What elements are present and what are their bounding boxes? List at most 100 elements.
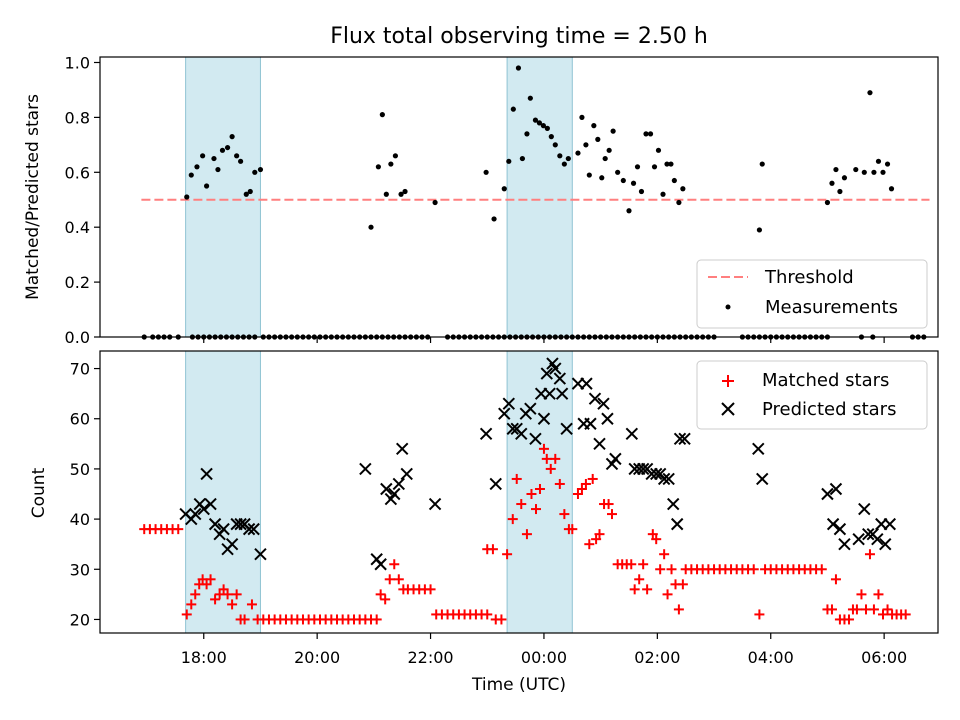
matched-point: [173, 524, 184, 535]
predicted-point: [862, 527, 875, 541]
predicted-point: [498, 407, 511, 420]
predicted-point: [189, 507, 202, 521]
measurement-point: [184, 194, 190, 200]
top-ytick-label: 0.8: [65, 108, 90, 127]
measurement-point: [615, 169, 621, 175]
matched-legend-label: Matched stars: [762, 370, 889, 391]
measurement-point: [510, 106, 516, 112]
measurement-point: [519, 155, 526, 162]
top-y-axis-label: Matched/Predicted stars: [23, 94, 43, 300]
xtick-label: 04:00: [748, 648, 794, 667]
measurement-point: [861, 169, 867, 175]
measurement-point: [383, 191, 389, 197]
matched-point: [380, 594, 391, 605]
measurement-point: [575, 150, 581, 156]
matched-point: [246, 599, 257, 610]
matched-point: [868, 604, 879, 615]
measurement-point: [875, 158, 882, 164]
matched-point: [651, 534, 662, 545]
predicted-point: [752, 442, 765, 456]
predicted-point: [543, 387, 556, 400]
measurement-point: [375, 164, 381, 170]
bottom-plot-frame: [99, 350, 939, 634]
measurement-point: [638, 188, 645, 195]
predicted-point: [756, 472, 769, 486]
matched-point: [205, 574, 216, 585]
matched-point: [647, 529, 658, 540]
bottom-x-ticks: 18:00 20:00 22:00 00:00 02:00 04:00 06:00: [181, 633, 907, 667]
predicted-point: [428, 497, 442, 511]
matched-point: [629, 584, 640, 595]
matched-point: [389, 559, 400, 570]
top-ytick-label: 1.0: [65, 53, 90, 72]
predicted-point: [537, 412, 551, 425]
matched-point: [511, 473, 522, 484]
predicted-point: [657, 472, 671, 486]
predicted-point: [852, 532, 865, 546]
predicted-point: [560, 422, 573, 435]
measurement-point: [532, 117, 539, 123]
measurement-point: [398, 191, 404, 197]
predicted-point: [400, 467, 413, 481]
bottom-ytick-label: 70: [70, 360, 90, 379]
measurement-point: [620, 177, 626, 184]
measurement-point: [368, 224, 374, 230]
measurement-point: [833, 166, 839, 173]
bottom-ytick-label: 20: [70, 610, 90, 629]
bottom-ytick-label: 60: [70, 410, 90, 429]
matched-point: [659, 549, 670, 560]
measurement-point: [219, 147, 226, 153]
predicted-point: [359, 462, 372, 476]
matched-stars-series: [139, 443, 911, 625]
measurement-point: [668, 161, 674, 167]
measurement-point: [867, 90, 873, 96]
chart-title: Flux total observing time = 2.50 h: [330, 24, 708, 49]
measurement-point: [483, 169, 489, 175]
measurement-point: [884, 161, 891, 167]
measurement-point: [626, 208, 632, 214]
top-ytick-label: 0.2: [65, 273, 90, 292]
measurement-point: [565, 155, 571, 162]
matched-point: [239, 614, 250, 625]
xtick-label: 06:00: [861, 648, 907, 667]
measurement-point: [557, 153, 563, 159]
predicted-point: [609, 452, 622, 466]
matched-point: [375, 589, 386, 600]
predicted-point: [650, 467, 663, 481]
measurement-point: [194, 164, 200, 170]
measurement-point: [634, 164, 641, 170]
predicted-point: [625, 427, 639, 441]
matched-point: [748, 564, 759, 575]
predicted-point: [489, 477, 502, 491]
measurements-legend-swatch: [725, 304, 731, 310]
measurement-point: [586, 172, 592, 178]
predicted-point: [601, 412, 614, 425]
matched-point: [425, 584, 436, 595]
matched-point: [856, 589, 867, 600]
predicted-point: [197, 502, 210, 516]
measurement-point: [527, 95, 533, 101]
measurement-point: [671, 177, 677, 184]
observing-windows-top: [185, 56, 573, 338]
predicted-point: [254, 548, 267, 561]
measurement-point: [544, 125, 550, 131]
predicted-point: [200, 467, 213, 481]
measurement-point: [579, 114, 585, 120]
measurement-point: [501, 186, 507, 192]
measurement-point: [655, 147, 662, 153]
matched-point: [545, 463, 556, 474]
measurement-point: [647, 131, 654, 137]
measurement-point: [599, 175, 605, 181]
measurement-point: [680, 186, 686, 192]
measurement-point: [841, 175, 848, 181]
top-legend-box: [696, 259, 928, 329]
matched-legend-swatch: [722, 375, 734, 387]
predicted-point: [549, 362, 562, 375]
measurement-point: [829, 180, 835, 186]
measurement-point: [215, 166, 221, 173]
matched-point: [507, 514, 518, 525]
matched-point: [873, 589, 884, 600]
top-y-ticks: 0.0 0.2 0.4 0.6 0.8 1.0: [65, 53, 100, 347]
matched-point: [190, 589, 201, 600]
top-ytick-label: 0.6: [65, 163, 90, 182]
